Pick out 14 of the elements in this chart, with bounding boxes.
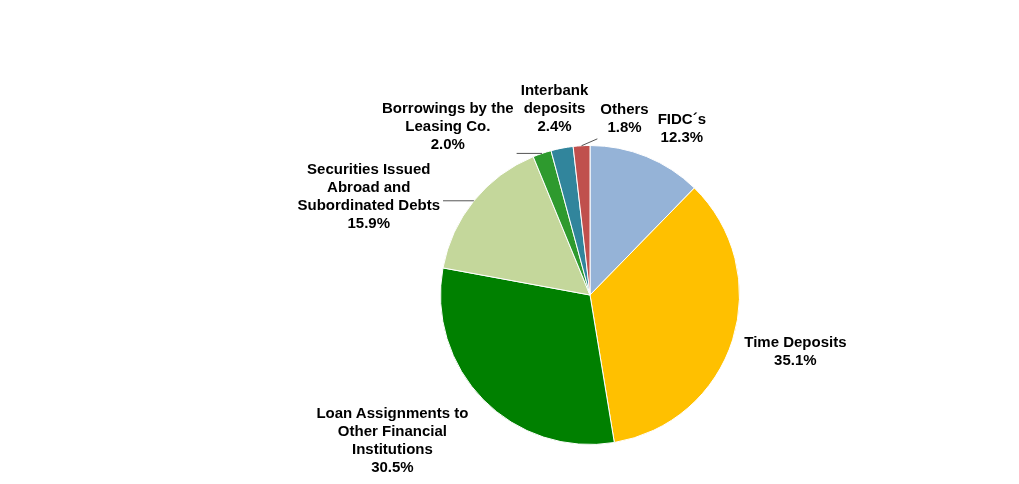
data-label: 15.9% <box>347 213 391 231</box>
slice-label: Securities Issued Abroad and Subordinated Debts <box>297 159 441 213</box>
data-label: 1.8% <box>607 117 642 135</box>
slice-label: Interbank deposits <box>520 81 589 116</box>
slice-label: Loan Assignments to Other Financial Institutions <box>316 403 469 457</box>
slice-label: Time Deposits <box>744 333 847 351</box>
data-label: 35.1% <box>774 351 817 369</box>
slice-label: Borrowings by the Leasing Co. <box>381 99 514 135</box>
data-label: 30.5% <box>371 457 414 475</box>
slice-label: FIDC´s <box>657 109 706 127</box>
data-label: 2.4% <box>537 117 572 134</box>
data-label: 2.0% <box>430 135 465 153</box>
data-label: 12.3% <box>660 127 704 145</box>
slice-label: Others <box>600 99 649 117</box>
